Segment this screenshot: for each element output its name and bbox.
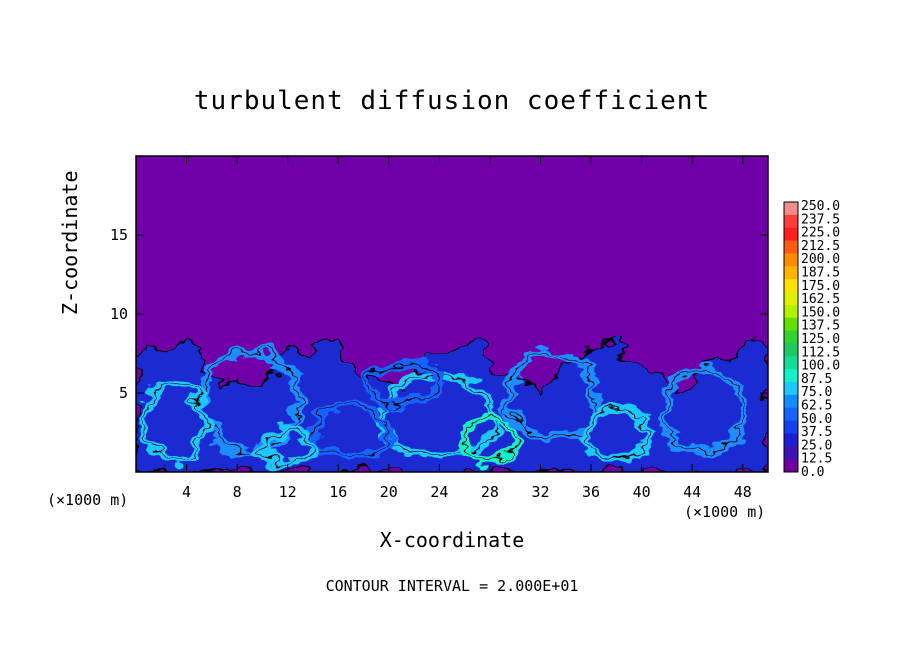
colorbar: 250.0237.5225.0212.5200.0187.5175.0162.5… — [783, 199, 840, 480]
colorbar-swatch — [784, 279, 798, 293]
eddy-contour — [663, 370, 746, 454]
colorbar-swatch — [784, 304, 798, 319]
colorbar-level-label: 12.5 — [801, 452, 832, 467]
colorbar-swatch — [784, 394, 798, 409]
mixed-layer — [136, 335, 768, 472]
eddy-contour — [143, 383, 205, 460]
colorbar-swatch — [784, 382, 798, 396]
colorbar-level-label: 62.5 — [801, 399, 832, 414]
colorbar-swatch — [784, 317, 798, 332]
x-tick-label: 8 — [233, 483, 242, 501]
eddy-contour — [464, 417, 516, 464]
y-axis-ticks: 5 10 15 — [110, 226, 768, 402]
y-tick-label: 10 — [110, 305, 128, 323]
x-tick-label: 32 — [531, 483, 549, 501]
x-tick-label: 12 — [279, 483, 297, 501]
colorbar-level-label: 0.0 — [801, 465, 824, 480]
x-tick-label: 44 — [683, 483, 701, 501]
colorbar-swatch — [784, 227, 798, 242]
eddy-contour — [363, 364, 440, 403]
x-unit-label-left: (×1000 m) — [47, 491, 129, 509]
colorbar-level-label: 112.5 — [801, 345, 840, 360]
y-tick-label: 15 — [110, 226, 128, 244]
colorbar-level-label: 137.5 — [801, 319, 840, 334]
colorbar-swatch — [784, 214, 798, 229]
colorbar-level-label: 37.5 — [801, 425, 832, 440]
eddy-contour — [508, 351, 598, 441]
colorbar-swatch — [784, 292, 798, 306]
colorbar-level-label: 50.0 — [801, 412, 832, 427]
chart-title: turbulent diffusion coefficient — [193, 86, 711, 116]
colorbar-level-label: 225.0 — [801, 226, 840, 241]
colorbar-swatch — [784, 433, 798, 447]
colorbar-swatch — [784, 343, 798, 357]
colorbar-level-label: 150.0 — [801, 305, 840, 320]
colorbar-swatch — [784, 446, 798, 460]
colorbar-swatch — [784, 202, 798, 216]
eddy-contour — [312, 406, 390, 459]
colorbar-level-label: 250.0 — [801, 199, 840, 214]
colorbar-level-label: 75.0 — [801, 385, 832, 400]
colorbar-level-label: 175.0 — [801, 279, 840, 294]
layer-base — [136, 335, 768, 472]
colorbar-swatch — [784, 253, 798, 267]
colorbar-level-label: 125.0 — [801, 332, 840, 347]
x-tick-label: 40 — [633, 483, 651, 501]
x-axis-ticks: 4 8 12 16 20 24 28 32 36 40 44 48 — [182, 156, 752, 501]
colorbar-swatch — [784, 240, 798, 254]
colorbar-level-label: 100.0 — [801, 359, 840, 374]
y-axis-label: Z-coordinate — [58, 170, 82, 316]
colorbar-level-label: 237.5 — [801, 212, 840, 227]
x-tick-label: 36 — [582, 483, 600, 501]
colorbar-level-label: 162.5 — [801, 292, 840, 307]
y-tick-label: 5 — [119, 384, 128, 402]
colorbar-level-label: 187.5 — [801, 266, 840, 281]
colorbar-level-label: 87.5 — [801, 372, 832, 387]
x-tick-label: 24 — [430, 483, 448, 501]
colorbar-swatch — [784, 356, 798, 370]
colorbar-level-label: 200.0 — [801, 252, 840, 267]
eddy-contour — [582, 408, 650, 460]
colorbar-frame — [783, 201, 799, 473]
colorbar-swatch — [784, 369, 798, 383]
turbulence-field — [136, 335, 768, 472]
colorbar-level-label: 25.0 — [801, 438, 832, 453]
colorbar-swatch — [784, 420, 798, 434]
colorbar-swatch — [784, 330, 798, 344]
x-tick-label: 48 — [734, 483, 752, 501]
colorbar-swatch — [784, 266, 798, 280]
x-tick-label: 16 — [329, 483, 347, 501]
x-tick-label: 4 — [182, 483, 191, 501]
x-unit-label-right: (×1000 m) — [684, 503, 766, 521]
contour-interval-note: CONTOUR INTERVAL = 2.000E+01 — [325, 577, 579, 595]
colorbar-swatch — [784, 407, 798, 422]
colorbar-swatch — [784, 459, 798, 473]
x-axis-label: X-coordinate — [379, 528, 525, 552]
x-tick-label: 20 — [380, 483, 398, 501]
colorbar-level-label: 212.5 — [801, 239, 840, 254]
x-tick-label: 28 — [481, 483, 499, 501]
